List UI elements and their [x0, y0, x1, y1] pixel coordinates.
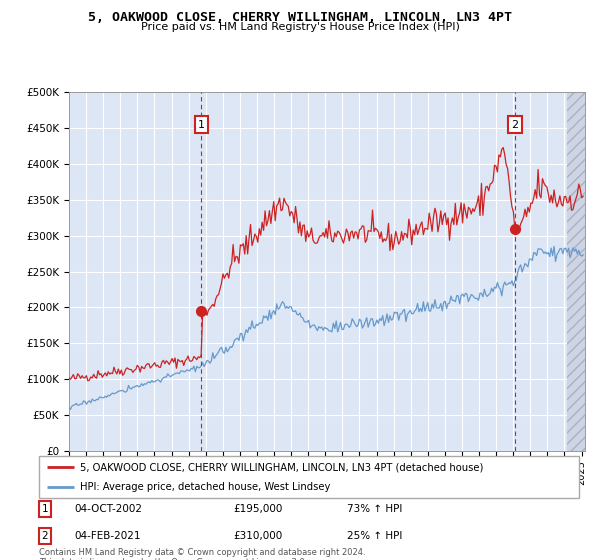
- Text: 5, OAKWOOD CLOSE, CHERRY WILLINGHAM, LINCOLN, LN3 4PT: 5, OAKWOOD CLOSE, CHERRY WILLINGHAM, LIN…: [88, 11, 512, 24]
- Text: 1: 1: [198, 120, 205, 130]
- Text: 04-FEB-2021: 04-FEB-2021: [74, 531, 140, 541]
- Text: HPI: Average price, detached house, West Lindsey: HPI: Average price, detached house, West…: [79, 482, 330, 492]
- Bar: [568, 92, 600, 451]
- Text: Contains HM Land Registry data © Crown copyright and database right 2024.
This d: Contains HM Land Registry data © Crown c…: [39, 548, 365, 560]
- Text: 73% ↑ HPI: 73% ↑ HPI: [347, 504, 402, 514]
- Text: 2: 2: [511, 120, 518, 130]
- Text: 04-OCT-2002: 04-OCT-2002: [74, 504, 142, 514]
- Text: 2: 2: [42, 531, 49, 541]
- Text: 25% ↑ HPI: 25% ↑ HPI: [347, 531, 402, 541]
- FancyBboxPatch shape: [39, 456, 579, 498]
- Text: £310,000: £310,000: [233, 531, 283, 541]
- Text: 1: 1: [42, 504, 49, 514]
- Text: £195,000: £195,000: [233, 504, 283, 514]
- Text: 5, OAKWOOD CLOSE, CHERRY WILLINGHAM, LINCOLN, LN3 4PT (detached house): 5, OAKWOOD CLOSE, CHERRY WILLINGHAM, LIN…: [79, 463, 483, 472]
- Text: Price paid vs. HM Land Registry's House Price Index (HPI): Price paid vs. HM Land Registry's House …: [140, 22, 460, 32]
